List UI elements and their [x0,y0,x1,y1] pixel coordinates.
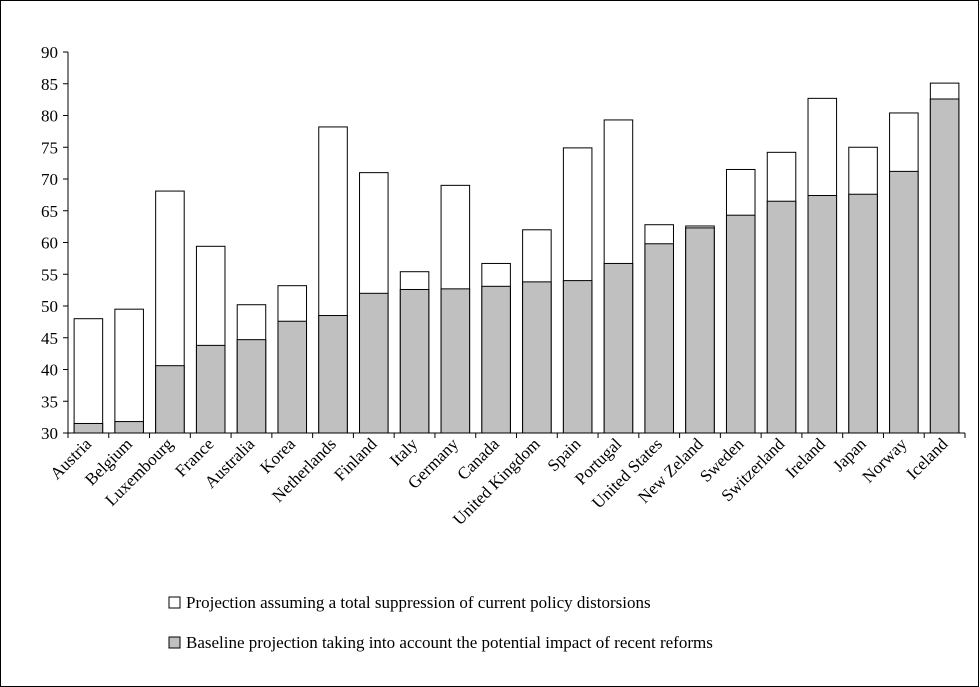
bar [848,193,878,434]
bar [725,214,756,434]
bar [277,320,308,434]
legend-swatch [168,636,181,649]
y-tick-label: 40 [41,361,58,380]
bar [929,98,960,434]
bar [399,288,430,434]
legend-swatch [168,596,181,609]
legend-label: Projection assuming a total suppression … [186,593,651,612]
y-tick-label: 80 [41,107,58,126]
bar [318,315,348,434]
bar [685,227,715,434]
y-tick-label: 90 [41,43,58,62]
bar [562,280,593,434]
bar [359,292,389,434]
y-tick-label: 75 [41,138,58,157]
y-tick-label: 30 [41,424,58,443]
y-tick-label: 50 [41,297,58,316]
bar [236,339,267,434]
bar [195,344,226,434]
y-tick-label: 70 [41,170,58,189]
bar [440,288,471,434]
bar [73,422,104,434]
legend-label: Baseline projection taking into account … [186,633,713,652]
bar [114,308,144,434]
y-tick-label: 45 [41,329,58,348]
bar [522,281,552,434]
y-tick-label: 55 [41,265,58,284]
bar [114,421,144,434]
bar [155,365,185,434]
bar [766,200,797,434]
y-tick-label: 60 [41,234,58,253]
bar [644,243,674,434]
y-tick-label: 35 [41,392,58,411]
bar [807,195,838,434]
bar [889,170,919,434]
bar [73,318,104,434]
bar [603,262,634,434]
y-tick-label: 85 [41,75,58,94]
y-tick-label: 65 [41,202,58,221]
bar [481,285,511,434]
